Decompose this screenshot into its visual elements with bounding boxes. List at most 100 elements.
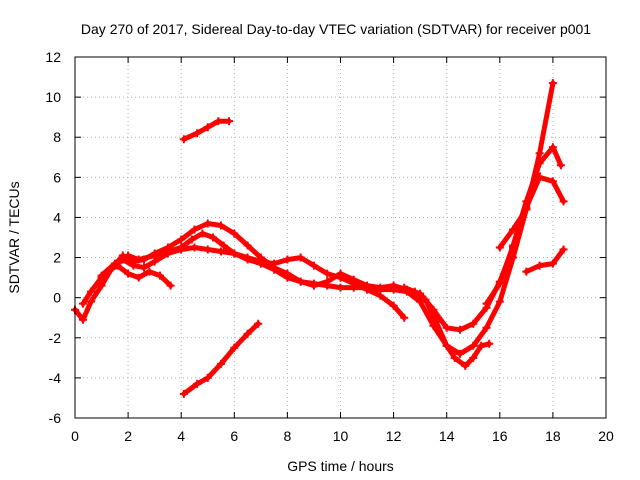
data-point xyxy=(410,287,419,296)
data-point xyxy=(495,279,504,288)
data-point xyxy=(548,143,557,152)
axis-ticks: 0 2 4 6 8 10 12 14 16 18 20 -6 -4 -2 0 2 4 6 8 10 12 xyxy=(45,49,614,444)
x-axis-label: GPS time / hours xyxy=(287,458,394,474)
data-point xyxy=(113,261,122,270)
data-point xyxy=(150,251,159,260)
y-tick-label: 6 xyxy=(53,169,61,185)
grid-lines xyxy=(75,57,606,418)
data-point xyxy=(495,243,504,252)
data-point xyxy=(217,359,226,368)
data-point xyxy=(469,353,478,362)
data-point xyxy=(336,273,345,282)
data-point xyxy=(179,389,188,398)
data-point xyxy=(432,317,441,326)
data-point xyxy=(209,233,218,242)
data-point xyxy=(548,177,557,186)
data-point xyxy=(363,285,372,294)
x-tick-label: 14 xyxy=(439,428,455,444)
data-point xyxy=(102,267,111,276)
series-line xyxy=(497,170,540,250)
data-point xyxy=(309,279,318,288)
data-point xyxy=(455,325,464,334)
data-point xyxy=(469,341,478,350)
x-tick-label: 16 xyxy=(492,428,508,444)
data-point xyxy=(217,247,226,256)
data-point xyxy=(283,255,292,264)
data-point xyxy=(187,235,196,244)
y-tick-label: 8 xyxy=(53,129,61,145)
data-point xyxy=(336,283,345,292)
data-point xyxy=(254,319,263,328)
data-point xyxy=(283,273,292,282)
data-point xyxy=(224,117,233,126)
data-point xyxy=(198,229,207,238)
y-tick-label: -2 xyxy=(49,330,62,346)
data-point xyxy=(535,261,544,270)
data-point xyxy=(203,373,212,382)
data-point xyxy=(559,197,568,206)
data-point xyxy=(296,253,305,262)
data-point xyxy=(548,79,557,88)
data-point xyxy=(482,299,491,308)
data-point xyxy=(323,269,332,278)
data-point xyxy=(522,205,531,214)
data-point xyxy=(203,245,212,254)
data-point xyxy=(177,235,186,244)
data-point xyxy=(389,301,398,310)
x-tick-label: 10 xyxy=(333,428,349,444)
data-point xyxy=(509,225,518,234)
data-point xyxy=(243,241,252,250)
data-point xyxy=(495,297,504,306)
data-point xyxy=(416,297,425,306)
data-point xyxy=(535,149,544,158)
data-point xyxy=(442,323,451,332)
data-point xyxy=(270,259,279,268)
data-point xyxy=(243,329,252,338)
data-point xyxy=(548,259,557,268)
series-arc-4 xyxy=(102,261,175,290)
data-point xyxy=(97,281,106,290)
y-tick-label: 4 xyxy=(53,209,61,225)
data-point xyxy=(134,273,143,282)
data-point xyxy=(217,221,226,230)
x-tick-label: 4 xyxy=(177,428,185,444)
data-point xyxy=(163,247,172,256)
data-point xyxy=(400,283,409,292)
data-point xyxy=(190,243,199,252)
data-point xyxy=(230,249,239,258)
x-tick-label: 20 xyxy=(598,428,614,444)
data-point xyxy=(97,271,106,280)
x-tick-label: 0 xyxy=(71,428,79,444)
data-point xyxy=(469,319,478,328)
data-point xyxy=(461,361,470,370)
series-arc-8 xyxy=(522,245,568,276)
data-point xyxy=(129,261,138,270)
data-point xyxy=(140,263,149,272)
data-point xyxy=(482,323,491,332)
data-point xyxy=(219,241,228,250)
y-tick-label: -6 xyxy=(49,410,62,426)
data-point xyxy=(522,267,531,276)
data-point xyxy=(86,297,95,306)
x-tick-label: 12 xyxy=(386,428,402,444)
y-tick-label: 10 xyxy=(45,89,61,105)
data-point xyxy=(166,281,175,290)
data-point xyxy=(177,243,186,252)
data-point xyxy=(124,251,133,260)
y-tick-label: 12 xyxy=(45,49,61,65)
y-tick-label: 0 xyxy=(53,290,61,306)
series-line xyxy=(181,118,232,142)
data-point xyxy=(477,341,486,350)
series-arc-9 xyxy=(179,319,263,398)
data-point xyxy=(296,277,305,286)
data-point xyxy=(193,129,202,138)
data-point xyxy=(256,257,265,266)
plot-frame xyxy=(74,56,607,419)
x-tick-label: 8 xyxy=(284,428,292,444)
data-point xyxy=(556,161,565,170)
data-point xyxy=(421,295,430,304)
x-tick-label: 2 xyxy=(124,428,132,444)
data-point xyxy=(193,379,202,388)
series-arc-3 xyxy=(97,229,409,322)
